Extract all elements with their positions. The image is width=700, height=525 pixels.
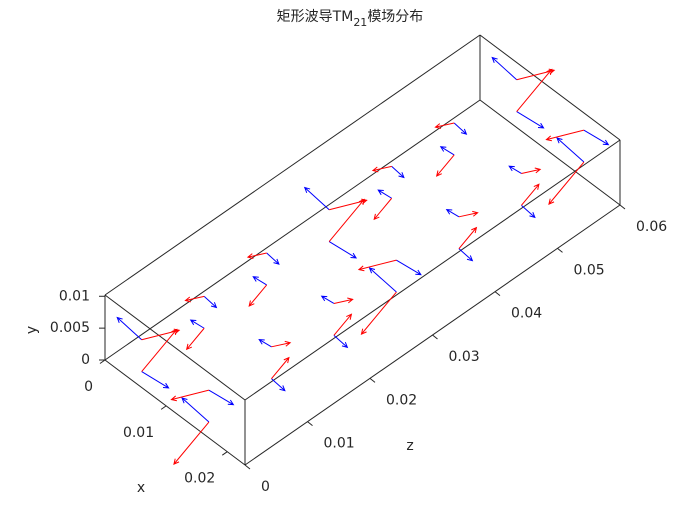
field-arrow	[583, 129, 610, 146]
field-arrow	[521, 183, 540, 206]
chart-title: 矩形波导TM21模场分布	[277, 9, 424, 29]
z-axis-label: z	[406, 438, 413, 454]
title-subscript: 21	[353, 16, 367, 29]
x-tick-label: 0.01	[123, 425, 154, 441]
field-arrow	[377, 189, 392, 199]
z-tick-label: 0.04	[511, 306, 542, 322]
z-tick	[619, 204, 626, 210]
z-tick-label: 0.01	[324, 436, 355, 452]
field-arrow	[373, 197, 393, 221]
field-arrow	[371, 165, 392, 173]
field-arrow	[556, 137, 585, 163]
field-arrow	[328, 241, 358, 259]
box-edge	[104, 359, 246, 466]
field-arrow	[184, 295, 205, 303]
z-tick	[369, 377, 376, 383]
field-arrow	[170, 389, 210, 402]
field-arrow	[208, 389, 235, 406]
x-tick	[221, 451, 228, 456]
box-edge	[244, 139, 621, 401]
field-arrow	[185, 327, 205, 351]
field-arrow	[458, 248, 474, 262]
field-arrow	[396, 259, 422, 276]
field-arrow	[252, 276, 267, 286]
box-edge	[104, 294, 246, 401]
field-arrow	[271, 356, 290, 380]
field-arrow	[266, 252, 280, 265]
field-arrow	[521, 204, 536, 219]
field-arrow	[453, 122, 468, 135]
field-arrow	[320, 295, 335, 304]
z-tick-label: 0.02	[386, 392, 417, 408]
x-tick	[99, 359, 106, 364]
x-tick-label: 0	[84, 379, 93, 395]
z-tick-label: 0	[261, 479, 270, 495]
field-arrow	[545, 129, 585, 142]
field-arrow	[173, 421, 210, 465]
x-tick-label: 0.02	[184, 471, 215, 487]
field-arrow	[360, 291, 397, 335]
field-arrow	[434, 122, 455, 129]
field-arrow	[368, 267, 397, 293]
x-tick	[160, 405, 167, 410]
box-edge	[104, 34, 481, 296]
field-arrow	[439, 146, 455, 156]
field-arrow	[458, 210, 479, 218]
y-tick-label: 0.005	[50, 320, 90, 336]
title-suffix: 模场分布	[367, 9, 423, 25]
field-arrow	[141, 371, 170, 389]
field-arrow	[508, 165, 522, 174]
field-arrow	[516, 111, 545, 129]
field-arrow	[435, 154, 455, 177]
field-arrow	[271, 340, 292, 348]
field-arrow	[391, 166, 405, 179]
field-arrow	[271, 378, 286, 392]
field-arrow	[333, 313, 353, 336]
field-arrow	[116, 316, 143, 341]
box-edge	[479, 34, 621, 141]
field-arrow	[303, 186, 330, 211]
z-tick	[244, 464, 251, 470]
field-arrow	[548, 161, 585, 205]
field-arrow	[491, 56, 518, 81]
field-arrow	[329, 198, 368, 211]
z-tick-label: 0.03	[449, 349, 480, 365]
field-arrow	[458, 226, 478, 250]
field-arrow	[181, 397, 210, 423]
field-arrow	[189, 319, 205, 329]
field-arrow	[445, 208, 460, 218]
z-tick	[557, 247, 563, 253]
y-axis-label: y	[24, 326, 40, 334]
y-tick-label: 0	[81, 352, 90, 368]
z-tick-label: 0.05	[574, 262, 605, 278]
field-arrow	[248, 284, 268, 307]
x-axis-label: x	[137, 480, 145, 496]
field-arrow	[516, 68, 556, 81]
field-arrow	[521, 167, 542, 174]
box-edge	[479, 99, 621, 206]
field-arrow	[141, 328, 181, 341]
field-arrow	[333, 297, 354, 304]
z-tick	[432, 334, 438, 340]
field-arrow	[246, 252, 267, 259]
z-tick	[494, 291, 501, 297]
z-tick	[307, 421, 313, 427]
title-main: 矩形波导TM	[277, 9, 354, 25]
z-tick-label: 0.06	[636, 219, 667, 235]
field-arrow	[258, 338, 272, 348]
y-tick-label: 0.01	[59, 288, 90, 304]
field-arrow	[203, 296, 218, 309]
field-arrow	[357, 259, 397, 272]
box-edge	[104, 99, 481, 361]
field-arrow	[333, 334, 349, 349]
